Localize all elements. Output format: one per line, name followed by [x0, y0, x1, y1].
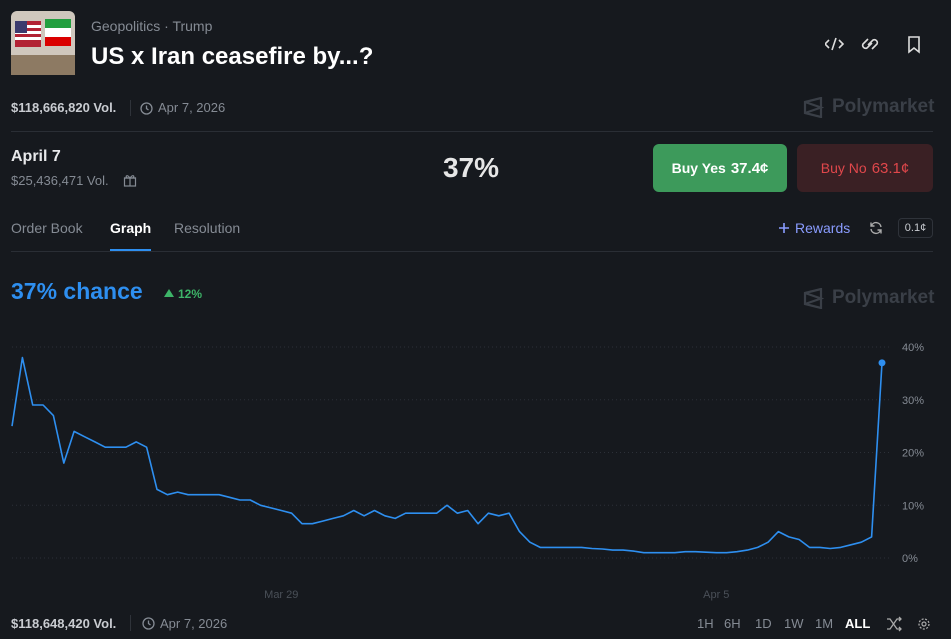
range-button[interactable]: 6H [724, 616, 741, 631]
x-tick-label: Mar 29 [264, 589, 298, 601]
price-chart: 0% 10% 20% 30% 40% Mar 29 Apr 5 [11, 342, 924, 601]
x-tick-label: Apr 5 [703, 589, 729, 601]
chart-controls[interactable] [886, 616, 936, 632]
y-tick-label: 30% [902, 395, 924, 407]
tab-active[interactable]: Graph [110, 220, 152, 236]
buy-no-button[interactable]: Buy No 63.1¢ [797, 144, 933, 192]
outcome-name: April 7 [11, 148, 61, 165]
plus-icon [779, 223, 789, 233]
range-button[interactable]: 1D [755, 616, 772, 631]
range-button[interactable]: 1M [815, 616, 834, 631]
last-point [878, 359, 886, 367]
brand-logo: Polymarket [803, 287, 934, 309]
header-icons[interactable] [825, 34, 925, 54]
range-button[interactable]: 1H [697, 616, 714, 631]
y-tick-label: 40% [902, 342, 924, 354]
outcome-volume: $25,436,471 Vol. [11, 173, 109, 188]
tab[interactable]: Order Book [11, 220, 83, 236]
gift-icon[interactable] [123, 173, 137, 187]
brand-logo: Polymarket [803, 96, 934, 118]
outcome-probability: 37% [442, 152, 500, 183]
chance-label: 37% chance [11, 278, 143, 304]
range-button[interactable]: 1W [784, 616, 804, 631]
y-tick-label: 10% [902, 500, 924, 512]
buy-yes-label: Buy Yes [671, 160, 726, 176]
brand-name: Polymarket [832, 96, 935, 117]
rewards-link[interactable]: Rewards [795, 220, 851, 236]
refresh-icon[interactable] [869, 221, 883, 235]
range-button[interactable]: ALL [845, 616, 871, 631]
buy-no-price: 63.1¢ [871, 159, 910, 177]
chance-change: 12% [178, 287, 203, 301]
clock-icon [140, 102, 153, 115]
tick-size[interactable]: 0.1¢ [898, 218, 933, 238]
market-image [11, 11, 75, 75]
tab[interactable]: Resolution [174, 220, 241, 236]
footer-date: Apr 7, 2026 [160, 616, 228, 631]
breadcrumb[interactable]: Geopolitics · Trump [91, 18, 213, 34]
clock-icon [142, 617, 155, 630]
market-title: US x Iran ceasefire by...? [91, 43, 374, 70]
market-volume: $118,666,820 Vol. [11, 100, 117, 115]
y-tick-label: 0% [902, 553, 918, 565]
buy-yes-price: 37.4¢ [730, 159, 769, 177]
buy-yes-button[interactable]: Buy Yes 37.4¢ [653, 144, 787, 192]
buy-no-label: Buy No [820, 160, 867, 176]
price-line [11, 356, 883, 554]
brand-name: Polymarket [832, 287, 935, 308]
up-arrow [164, 289, 174, 297]
y-tick-label: 20% [902, 448, 924, 460]
market-date: Apr 7, 2026 [158, 100, 226, 115]
footer-volume: $118,648,420 Vol. [11, 616, 117, 631]
